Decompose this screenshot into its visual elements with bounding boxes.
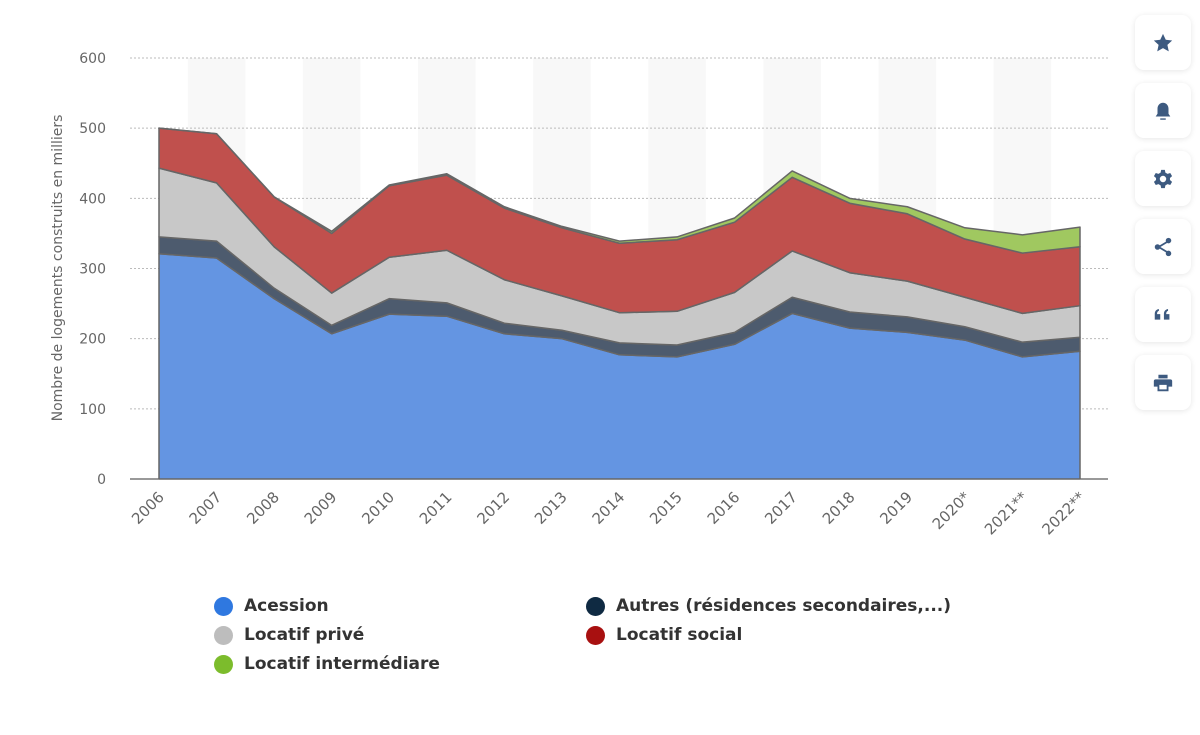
legend-item-autres[interactable]: Autres (résidences secondaires,...) [586, 596, 951, 616]
y-tick-label: 600 [79, 51, 106, 67]
legend-label: Locatif intermédiare [244, 654, 440, 674]
legend-dot [214, 625, 233, 645]
y-tick-label: 300 [79, 262, 106, 278]
x-tick-label: 2018 [819, 488, 859, 528]
legend-item-locatif-intermediaire[interactable]: Locatif intermédiare [214, 654, 440, 674]
share-button[interactable] [1135, 219, 1191, 274]
bell-icon [1155, 102, 1171, 120]
legend-item-locatif-prive[interactable]: Locatif privé [214, 625, 364, 645]
y-tick-label: 400 [79, 191, 106, 207]
x-tick-label: 2019 [876, 488, 916, 528]
x-tick-label: 2020* [929, 488, 974, 533]
legend-label: Autres (résidences secondaires,...) [616, 596, 952, 616]
legend-label: Locatif privé [244, 625, 365, 645]
x-tick-label: 2014 [589, 488, 629, 528]
x-tick-label: 2017 [761, 488, 801, 528]
legend-item-acession[interactable]: Acession [214, 596, 329, 616]
print-button[interactable] [1135, 355, 1191, 410]
legend-dot [586, 625, 605, 645]
legend-dot [214, 596, 233, 616]
share-icon [1154, 237, 1172, 256]
gear-icon [1153, 169, 1173, 188]
cite-button[interactable] [1135, 287, 1191, 342]
notification-button[interactable] [1135, 83, 1191, 138]
y-axis-title: Nombre de logements construits en millie… [50, 115, 66, 422]
legend-item-locatif-social[interactable]: Locatif social [586, 625, 742, 645]
star-icon [1153, 33, 1173, 51]
legend-label: Acession [244, 596, 329, 616]
x-tick-label: 2012 [473, 488, 513, 528]
area-series-4[interactable] [158, 127, 1081, 254]
x-tick-label: 2009 [301, 488, 341, 528]
print-icon [1153, 374, 1173, 391]
y-tick-label: 0 [97, 472, 106, 488]
legend-dot [586, 596, 605, 616]
x-tick-label: 2008 [243, 488, 283, 528]
legend-dot [214, 654, 233, 674]
favorite-button[interactable] [1135, 15, 1191, 70]
x-tick-label: 2011 [416, 488, 456, 528]
legend-label: Locatif social [616, 625, 743, 645]
settings-button[interactable] [1135, 151, 1191, 206]
y-tick-label: 500 [79, 121, 106, 137]
x-tick-label: 2015 [646, 488, 686, 528]
y-tick-label: 100 [79, 402, 106, 418]
x-tick-label: 2007 [186, 488, 226, 528]
x-tick-label: 2016 [704, 488, 744, 528]
x-tick-label: 2010 [358, 488, 398, 528]
quote-icon [1154, 308, 1170, 320]
x-tick-label: 2022** [1038, 488, 1089, 539]
x-tick-label: 2021** [981, 488, 1032, 539]
x-tick-label: 2006 [128, 488, 168, 528]
y-tick-label: 200 [79, 332, 106, 348]
x-tick-label: 2013 [531, 488, 571, 528]
